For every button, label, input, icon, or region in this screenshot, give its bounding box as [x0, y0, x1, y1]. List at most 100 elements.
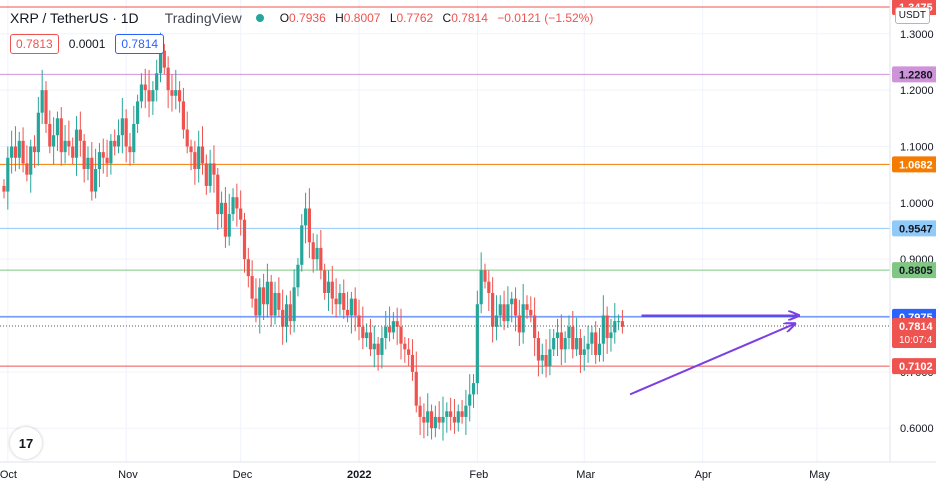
candle-body [410, 354, 415, 372]
candle-body [502, 304, 506, 322]
candle-body [223, 202, 228, 237]
candle-body [17, 140, 21, 158]
high-label: H [335, 11, 344, 25]
candle-body [357, 315, 361, 327]
candle-body [372, 343, 376, 350]
x-tick-label: Oct [0, 469, 17, 481]
candle-body [319, 247, 323, 271]
level-price-tag [892, 262, 936, 279]
level-price-label: 0.7102 [899, 361, 933, 373]
open-label: O [279, 11, 290, 25]
candle-body [151, 90, 155, 102]
level-price-label: 0.8805 [899, 265, 933, 277]
candle-body [29, 146, 33, 175]
candle-body [204, 163, 208, 186]
candle-body [437, 416, 441, 423]
candle-body [426, 411, 430, 423]
candle-body [197, 146, 201, 170]
tradingview-logo-icon: 17 [10, 427, 42, 459]
trade-price-boxes: 0.7813 0.0001 0.7814 [10, 33, 165, 55]
candle-body [71, 146, 75, 158]
price-axis-background [890, 0, 936, 496]
candle-body [605, 315, 609, 339]
candle-body [513, 298, 518, 316]
candle-body [399, 326, 403, 344]
candle-body [261, 287, 266, 305]
candle-body [571, 326, 575, 350]
candle-body [59, 118, 63, 153]
high-value: 0.8007 [343, 11, 381, 25]
candle-body [460, 411, 464, 417]
candle-body [441, 416, 445, 423]
candle-body [74, 129, 79, 158]
level-price-label: 0.9547 [899, 223, 933, 235]
candle-body [590, 332, 594, 344]
tradingview-brand: TradingView [164, 10, 242, 26]
candle-body [13, 146, 18, 158]
candle-body [395, 321, 399, 327]
candle-body [494, 315, 499, 327]
close-label: C [442, 11, 452, 25]
candle-body [155, 73, 159, 91]
candle-body [277, 292, 281, 310]
candle-body [120, 118, 124, 136]
candle-body [296, 264, 300, 288]
countdown-label: 10:07:4 [899, 335, 933, 346]
candle-body [82, 140, 86, 170]
candle-body [25, 163, 29, 175]
candle-body [55, 118, 60, 136]
candle-body [559, 332, 563, 350]
candle-body [429, 411, 434, 429]
candle-body [323, 270, 327, 293]
candle-body [536, 338, 541, 361]
candle-body [529, 309, 533, 316]
candle-body [540, 354, 544, 361]
y-tick-label: 1.3000 [900, 29, 934, 41]
candle-body [288, 304, 292, 322]
candle-body [254, 298, 258, 316]
x-tick-label: 2022 [347, 469, 371, 481]
candle-body [44, 90, 48, 124]
candle-body [582, 349, 586, 355]
candle-body [166, 67, 170, 91]
candle-body [181, 101, 186, 130]
level-price-tag [892, 156, 936, 173]
candle-body [170, 90, 174, 96]
candle-body [594, 332, 598, 355]
candle-body [521, 304, 525, 333]
ohlc-readout: O0.7936 H0.8007 L0.7762 C0.7814 −0.0121 … [280, 11, 600, 25]
candle-body [555, 332, 560, 339]
buy-price-button[interactable]: 0.7814 [115, 34, 165, 54]
candle-body [597, 343, 602, 355]
candle-body [326, 281, 331, 293]
candle-body [158, 50, 163, 74]
y-tick-label: 1.0000 [900, 198, 934, 210]
candle-body [315, 247, 319, 260]
current-price-tag [892, 317, 936, 348]
candle-body [113, 140, 117, 147]
candle-body [273, 292, 277, 316]
currency-button[interactable]: USDT [894, 7, 930, 24]
candle-body [300, 225, 304, 265]
candle-body [487, 281, 491, 293]
symbol-title[interactable]: XRP / TetherUS · 1D [10, 10, 139, 26]
market-status-dot-icon [255, 14, 264, 22]
candle-body [235, 197, 239, 209]
candle-body [178, 90, 182, 102]
candle-body [284, 304, 289, 327]
candle-body [48, 123, 52, 147]
trendline-arrow [629, 324, 794, 396]
candle-body [78, 129, 82, 141]
candle-body [307, 208, 311, 243]
candle-body [620, 321, 625, 327]
candle-body [342, 292, 346, 310]
candle-body [97, 152, 102, 170]
current-price-label: 0.7814 [899, 321, 934, 333]
candle-body [464, 405, 468, 417]
candle-body [563, 338, 567, 350]
candle-body [601, 315, 605, 344]
candle-body [456, 411, 460, 423]
level-price-label: 1.0682 [899, 159, 933, 171]
candle-body [193, 152, 197, 170]
sell-price-button[interactable]: 0.7813 [10, 34, 59, 54]
